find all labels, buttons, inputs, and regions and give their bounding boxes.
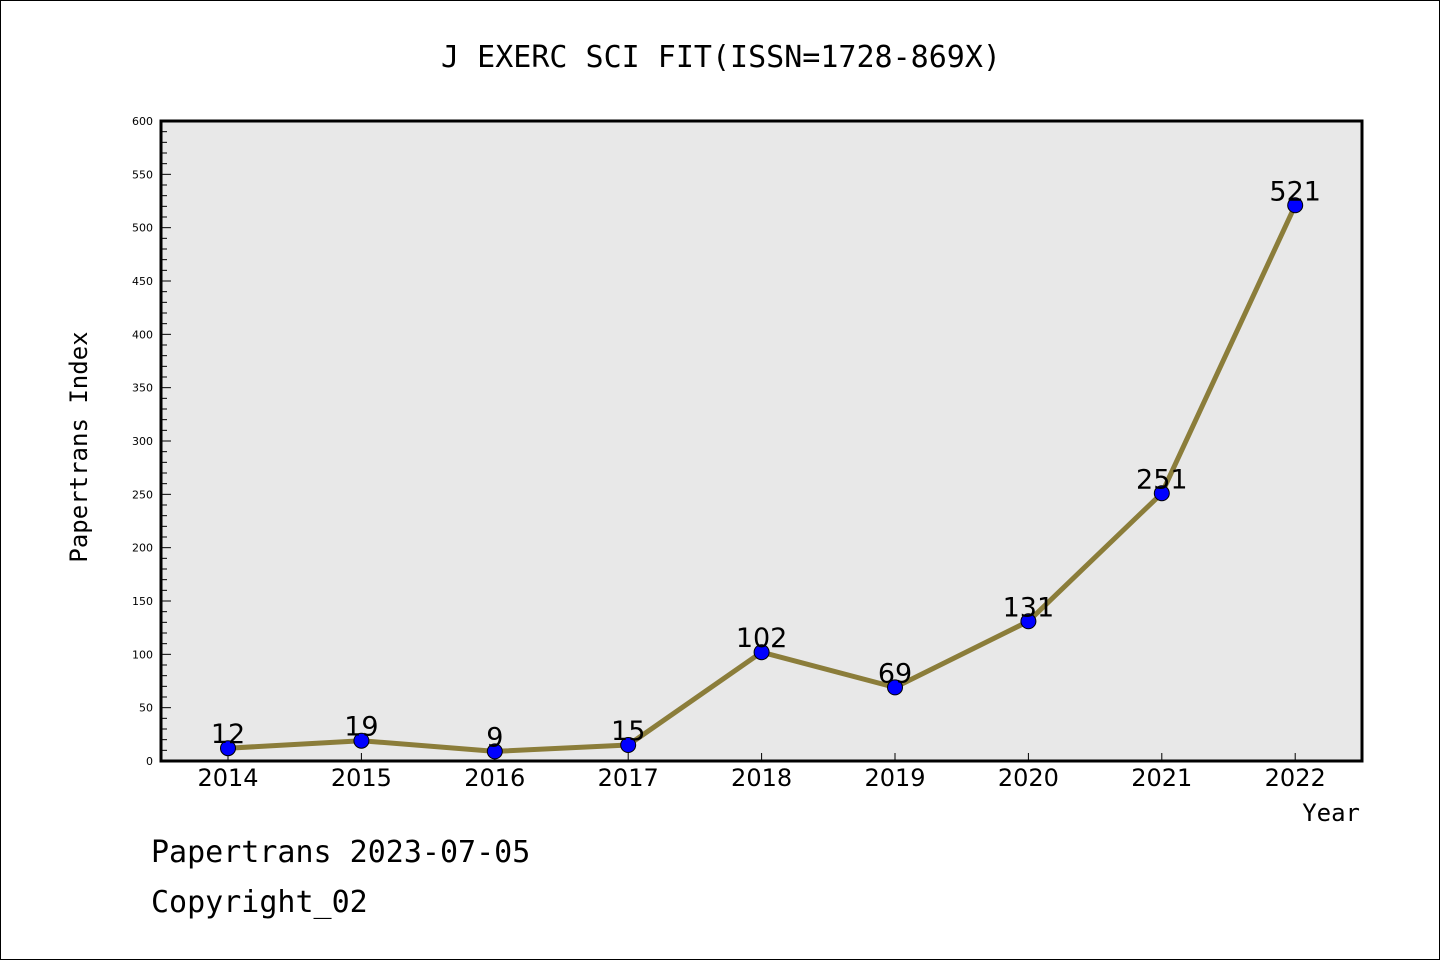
data-label: 251 (1136, 464, 1188, 495)
x-tick-label: 2019 (864, 764, 925, 792)
footer-date: Papertrans 2023-07-05 (151, 835, 531, 870)
x-tick-label: 2016 (464, 764, 525, 792)
chart-title: J EXERC SCI FIT(ISSN=1728-869X) (441, 40, 1001, 75)
data-label: 9 (486, 722, 503, 753)
data-point (353, 732, 370, 749)
x-tick-label: 2017 (598, 764, 659, 792)
x-tick-label: 2020 (998, 764, 1059, 792)
data-label: 102 (736, 623, 788, 654)
data-point (620, 737, 637, 753)
y-tick-label: 450 (132, 275, 153, 288)
plot-border (159, 119, 1364, 763)
data-label: 131 (1003, 592, 1055, 623)
y-axis: 0 50 100 150 200 250 300 350 400 450 500 550 600 (132, 115, 171, 768)
data-point (1153, 485, 1170, 502)
y-tick-label: 0 (146, 755, 153, 768)
footer-copyright: Copyright_02 (151, 885, 368, 920)
data-label: 69 (878, 658, 912, 689)
plot-area (161, 121, 1362, 761)
x-tick-label: 2015 (331, 764, 392, 792)
y-tick-label: 250 (132, 488, 153, 501)
y-tick-label: 200 (132, 542, 153, 555)
series-markers (220, 197, 1304, 760)
data-label: 19 (344, 712, 378, 743)
y-tick-label: 150 (132, 595, 153, 608)
data-label: 12 (211, 719, 245, 750)
y-tick-label: 350 (132, 382, 153, 395)
data-point (753, 644, 770, 661)
data-point (887, 679, 903, 696)
y-tick-label: 550 (132, 168, 153, 181)
data-point (486, 743, 503, 760)
x-axis-label: Year (1302, 799, 1360, 827)
x-tick-label: 2021 (1131, 764, 1192, 792)
data-label: 15 (611, 716, 645, 747)
data-point (1287, 197, 1304, 214)
data-labels: 12 19 9 15 102 69 131 251 521 (211, 176, 1321, 753)
x-tick-label: 2022 (1265, 764, 1326, 792)
x-tick-label: 2014 (197, 764, 258, 792)
data-point (220, 740, 236, 757)
y-axis-label: Papertrans Index (65, 331, 93, 562)
data-point (1020, 613, 1037, 630)
y-tick-label: 600 (132, 115, 153, 128)
data-label: 521 (1269, 176, 1321, 207)
y-tick-label: 400 (132, 328, 153, 341)
y-tick-label: 100 (132, 648, 153, 661)
x-axis: 2014 2015 2016 2017 2018 2019 2020 2021 2022 (197, 753, 1326, 792)
y-tick-label: 300 (132, 435, 153, 448)
y-tick-label: 500 (132, 222, 153, 235)
x-tick-label: 2018 (731, 764, 792, 792)
y-tick-label: 50 (139, 702, 153, 715)
